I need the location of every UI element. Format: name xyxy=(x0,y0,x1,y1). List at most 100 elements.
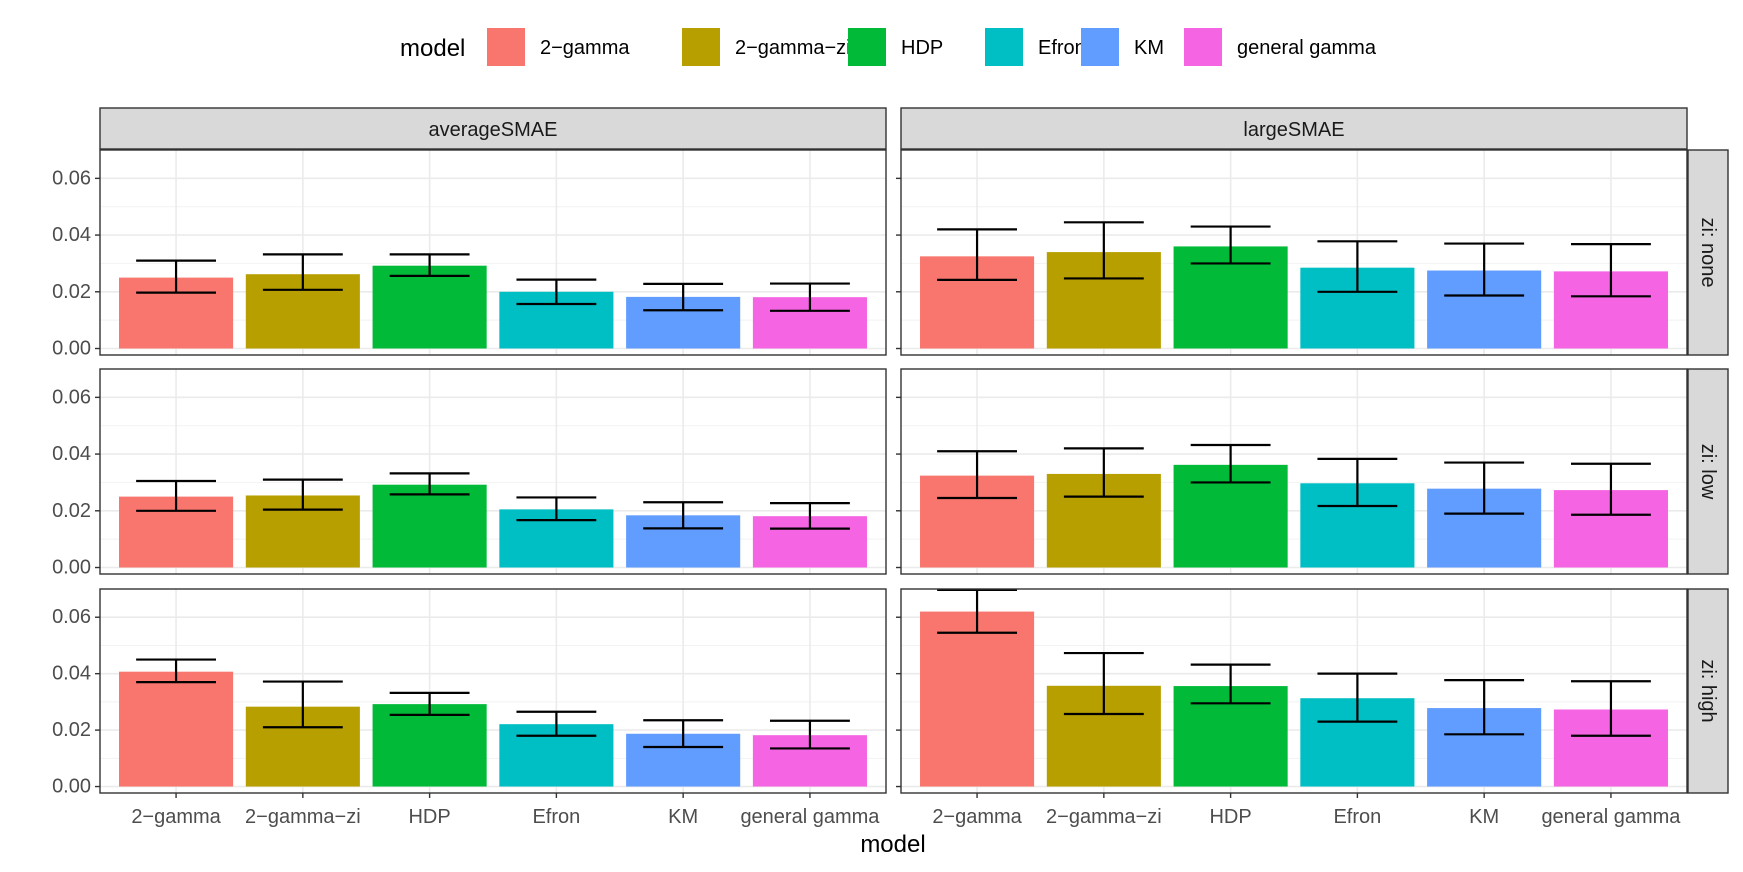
x-tick-label: HDP xyxy=(408,806,450,828)
panel-largeSMAE-1 xyxy=(900,368,1688,575)
legend-entry-label: 2−gamma−zi xyxy=(735,37,851,59)
y-tick-label: 0.02 xyxy=(52,500,91,522)
x-axes: 2−gamma 2−gamma−zi HDP Efron KM general gamma… xyxy=(131,793,1681,828)
error-bar xyxy=(1190,443,1271,484)
legend-key-swatch xyxy=(848,28,886,66)
x-tick-label: Efron xyxy=(532,806,580,828)
error-bar xyxy=(643,501,724,530)
row-strip-label: zi: high xyxy=(1697,659,1719,722)
y-tick-label: 0.06 xyxy=(52,386,91,408)
x-axis-title: model xyxy=(860,831,925,858)
error-bar xyxy=(1444,461,1525,515)
x-tick-label: 2−gamma−zi xyxy=(245,806,361,828)
bar xyxy=(372,265,487,349)
error-bar xyxy=(1571,680,1651,737)
error-bar xyxy=(643,719,724,749)
legend-entry-label: 2−gamma xyxy=(540,37,630,59)
panel-border xyxy=(99,149,887,356)
legend-key-swatch xyxy=(985,28,1023,66)
panel-border xyxy=(900,149,1688,356)
error-bar xyxy=(1063,651,1144,716)
x-tick-label: HDP xyxy=(1209,806,1251,828)
panel-largeSMAE-0 xyxy=(900,149,1688,356)
error-bar xyxy=(1190,663,1271,705)
panel-averageSMAE-0 xyxy=(99,149,887,356)
error-bar xyxy=(1317,240,1398,293)
x-tick-label: general gamma xyxy=(740,806,880,828)
legend-entry-label: HDP xyxy=(901,37,943,59)
error-bar xyxy=(389,691,470,716)
x-tick-label: KM xyxy=(1469,806,1499,828)
y-tick-label: 0.00 xyxy=(52,338,91,360)
y-tick-label: 0.00 xyxy=(52,557,91,579)
panel-border xyxy=(900,588,1688,794)
error-bar xyxy=(1571,462,1651,516)
error-bar xyxy=(136,479,216,512)
panel-largeSMAE-2 xyxy=(900,588,1688,794)
legend-key-swatch xyxy=(1184,28,1222,66)
error-bar xyxy=(516,710,597,737)
bar xyxy=(920,611,1035,787)
error-bar xyxy=(262,680,343,729)
bar xyxy=(372,484,487,568)
column-strip-label: averageSMAE xyxy=(429,119,558,141)
error-bar xyxy=(1063,447,1144,498)
row-strip xyxy=(1687,149,1729,356)
error-bar xyxy=(937,228,1017,281)
x-tick-label: 2−gamma xyxy=(131,806,221,828)
chart-panels xyxy=(99,149,1688,794)
error-bar xyxy=(1317,672,1398,723)
row-strips: zi: none zi: low zi: high xyxy=(1687,149,1729,794)
legend-entry-label: general gamma xyxy=(1237,37,1377,59)
x-tick-label: KM xyxy=(668,806,698,828)
error-bar xyxy=(1063,221,1144,280)
y-tick-label: 0.06 xyxy=(52,167,91,189)
legend-key-swatch xyxy=(487,28,525,66)
error-bar xyxy=(136,259,216,294)
y-tick-label: 0.04 xyxy=(52,443,91,465)
x-tick-label: Efron xyxy=(1333,806,1381,828)
error-bar xyxy=(770,282,850,312)
error-bar xyxy=(516,278,597,306)
y-tick-label: 0.00 xyxy=(52,776,91,798)
legend: model 2−gamma 2−gamma−zi HDP Efron KM general … xyxy=(400,28,1377,66)
legend-key-swatch xyxy=(1081,28,1119,66)
bar xyxy=(119,671,234,787)
y-tick-label: 0.06 xyxy=(52,606,91,628)
error-bar xyxy=(1444,679,1525,736)
error-bar xyxy=(516,496,597,522)
row-strip-label: zi: low xyxy=(1697,444,1719,500)
x-tick-label: general gamma xyxy=(1541,806,1681,828)
y-tick-label: 0.04 xyxy=(52,663,91,685)
legend-key-swatch xyxy=(682,28,720,66)
y-tick-label: 0.02 xyxy=(52,719,91,741)
error-bar xyxy=(1317,457,1398,508)
row-strip xyxy=(1687,368,1729,575)
error-bar xyxy=(770,719,850,750)
panel-border xyxy=(99,368,887,575)
error-bar xyxy=(643,282,724,312)
legend-entry-label: Efron xyxy=(1038,37,1086,59)
column-strip xyxy=(99,107,887,150)
x-tick-label: 2−gamma−zi xyxy=(1046,806,1162,828)
panel-averageSMAE-1 xyxy=(99,368,887,575)
error-bar xyxy=(1444,242,1525,297)
error-bar xyxy=(262,253,343,291)
column-strip-label: largeSMAE xyxy=(1243,119,1344,141)
y-tick-label: 0.02 xyxy=(52,281,91,303)
panel-border xyxy=(99,588,887,794)
row-strip xyxy=(1687,588,1729,794)
panel-averageSMAE-2 xyxy=(99,588,887,794)
error-bar xyxy=(136,658,216,684)
error-bar xyxy=(770,502,850,530)
panel-border xyxy=(900,368,1688,575)
legend-entry-label: KM xyxy=(1134,37,1164,59)
column-strip xyxy=(900,107,1688,150)
legend-title: model xyxy=(400,35,465,62)
error-bar xyxy=(262,478,343,511)
error-bar xyxy=(1571,243,1651,298)
y-tick-label: 0.04 xyxy=(52,224,91,246)
y-axes: 0.00 0.02 0.04 0.06 0.00 0.02 0.04 0.06 0.00 0.02… xyxy=(52,167,901,798)
error-bar xyxy=(937,588,1017,634)
